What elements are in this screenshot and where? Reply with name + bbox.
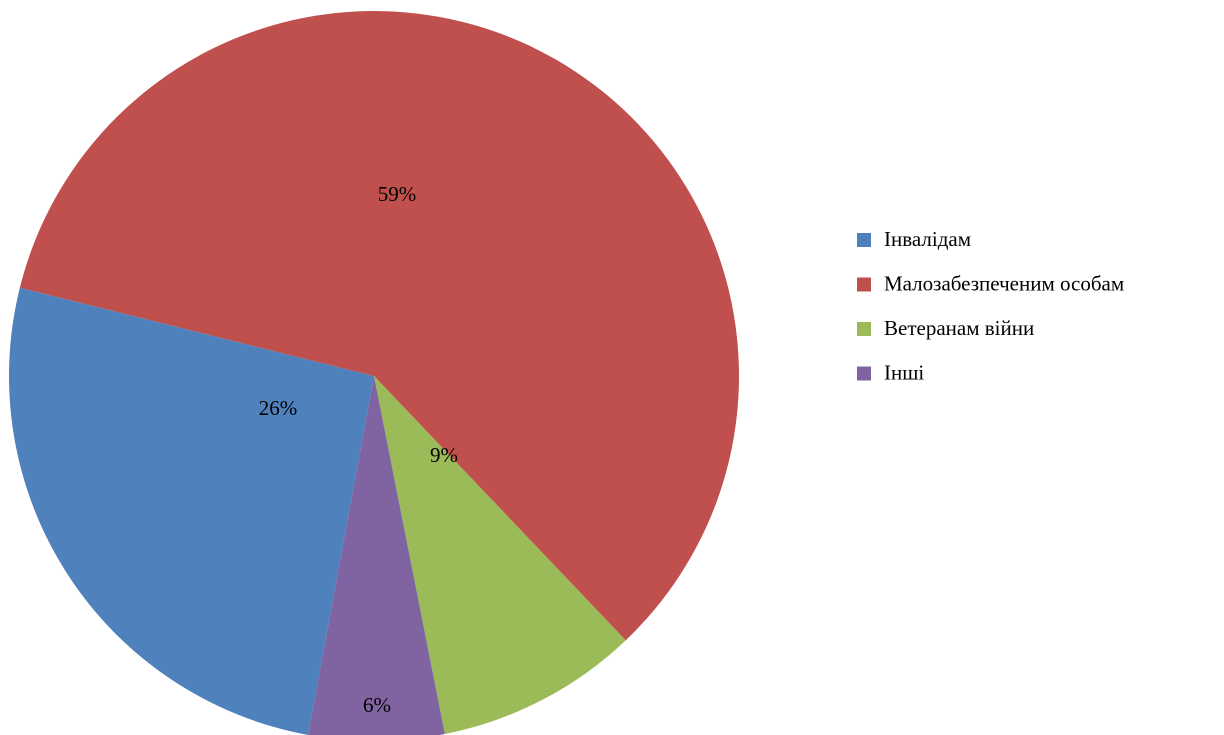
legend-swatch — [857, 366, 871, 381]
legend-swatch — [857, 277, 871, 292]
data-label: 59% — [378, 182, 417, 206]
legend-swatch — [857, 322, 871, 336]
legend-label: Ветеранам війни — [884, 316, 1034, 340]
pie-slice — [19, 11, 740, 641]
data-label: 6% — [363, 693, 391, 717]
data-label: 26% — [259, 396, 298, 420]
pie-slice — [308, 376, 445, 735]
legend-swatch — [857, 233, 871, 247]
legend-label: Малозабезпеченим особам — [884, 271, 1124, 295]
legend-label: Інші — [884, 360, 924, 384]
legend-label: Інвалідам — [884, 227, 971, 251]
pie-slice — [9, 287, 374, 735]
data-label: 9% — [430, 443, 458, 467]
pie-slice — [374, 376, 626, 735]
